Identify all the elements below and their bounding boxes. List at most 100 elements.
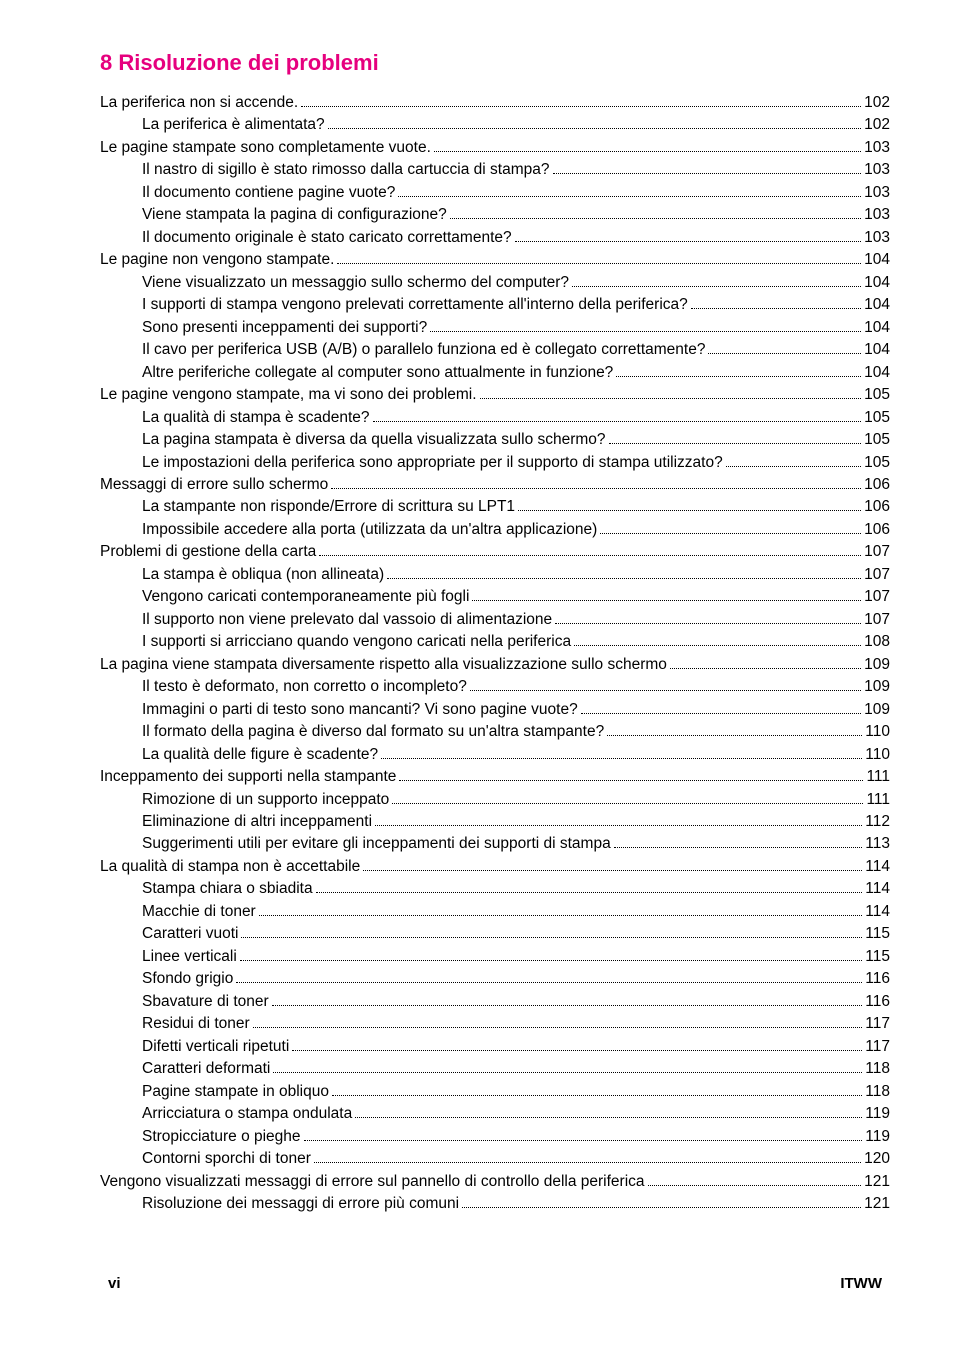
toc-entry[interactable]: Caratteri deformati 118 [142,1058,890,1080]
toc-entry-text: Il testo è deformato, non corretto o inc… [142,676,467,698]
toc-entry[interactable]: Le pagine vengono stampate, ma vi sono d… [100,384,890,406]
toc-entry-page: 107 [864,564,890,586]
toc-entry[interactable]: La periferica è alimentata?102 [142,114,890,136]
toc-entry[interactable]: Impossibile accedere alla porta (utilizz… [142,519,890,541]
toc-entry[interactable]: Sbavature di toner116 [142,991,890,1013]
toc-entry[interactable]: La qualità delle figure è scadente?110 [142,744,890,766]
toc-entry-page: 104 [864,249,890,271]
toc-entry-page: 114 [865,901,890,923]
toc-entry[interactable]: Le pagine stampate sono completamente vu… [100,137,890,159]
toc-entry-text: Eliminazione di altri inceppamenti [142,811,372,833]
toc-entry[interactable]: Problemi di gestione della carta107 [100,541,890,563]
page-footer: vi ITWW [100,1275,890,1292]
toc-entry[interactable]: Immagini o parti di testo sono mancanti?… [142,699,890,721]
toc-entry[interactable]: Linee verticali115 [142,946,890,968]
toc-entry-page: 116 [865,991,890,1013]
toc-entry-text: La stampa è obliqua (non allineata) [142,564,384,586]
toc-entry-text: Le pagine vengono stampate, ma vi sono d… [100,384,477,406]
toc-entry-text: La periferica non si accende. [100,92,298,114]
toc-entry[interactable]: Inceppamento dei supporti nella stampant… [100,766,890,788]
toc-leader-dots [574,645,861,646]
toc-entry-text: Viene visualizzato un messaggio sullo sc… [142,272,569,294]
toc-leader-dots [272,1005,863,1006]
toc-entry[interactable]: Le pagine non vengono stampate.104 [100,249,890,271]
toc-entry-page: 111 [866,789,890,811]
toc-entry-text: Il cavo per periferica USB (A/B) o paral… [142,339,705,361]
toc-entry[interactable]: Viene stampata la pagina di configurazio… [142,204,890,226]
toc-entry[interactable]: Messaggi di errore sullo schermo106 [100,474,890,496]
toc-entry[interactable]: Il cavo per periferica USB (A/B) o paral… [142,339,890,361]
footer-right: ITWW [840,1275,882,1292]
toc-entry-text: Caratteri deformati [142,1058,270,1080]
toc-entry-page: 119 [865,1126,890,1148]
toc-leader-dots [316,892,863,893]
toc-leader-dots [616,376,861,377]
toc-entry[interactable]: Risoluzione dei messaggi di errore più c… [142,1193,890,1215]
toc-entry-page: 103 [864,204,890,226]
toc-leader-dots [301,106,861,107]
toc-entry[interactable]: Il testo è deformato, non corretto o inc… [142,676,890,698]
toc-entry[interactable]: Rimozione di un supporto inceppato111 [142,789,890,811]
toc-entry-text: La pagina stampata è diversa da quella v… [142,429,606,451]
toc-entry[interactable]: La qualità di stampa non è accettabile11… [100,856,890,878]
toc-entry[interactable]: Contorni sporchi di toner120 [142,1148,890,1170]
toc-entry-page: 115 [865,946,890,968]
toc-entry[interactable]: I supporti si arricciano quando vengono … [142,631,890,653]
toc-entry-page: 114 [865,878,890,900]
toc-leader-dots [726,466,861,467]
toc-entry-page: 103 [864,227,890,249]
toc-leader-dots [355,1117,862,1118]
toc-entry[interactable]: Vengono caricati contemporaneamente più … [142,586,890,608]
toc-entry[interactable]: Stropicciature o pieghe119 [142,1126,890,1148]
toc-entry[interactable]: Le impostazioni della periferica sono ap… [142,452,890,474]
toc-entry[interactable]: La stampante non risponde/Errore di scri… [142,496,890,518]
toc-entry-page: 107 [864,541,890,563]
toc-entry-page: 103 [864,159,890,181]
toc-leader-dots [304,1140,863,1141]
toc-entry[interactable]: La stampa è obliqua (non allineata) 107 [142,564,890,586]
toc-entry-page: 104 [864,317,890,339]
toc-entry-text: Impossibile accedere alla porta (utilizz… [142,519,597,541]
toc-entry[interactable]: Eliminazione di altri inceppamenti112 [142,811,890,833]
toc-leader-dots [331,488,861,489]
toc-entry[interactable]: La pagina viene stampata diversamente ri… [100,654,890,676]
toc-entry[interactable]: Pagine stampate in obliquo118 [142,1081,890,1103]
toc-entry[interactable]: Sfondo grigio116 [142,968,890,990]
toc-entry-text: Il formato della pagina è diverso dal fo… [142,721,604,743]
toc-entry[interactable]: Suggerimenti utili per evitare gli incep… [142,833,890,855]
toc-entry[interactable]: Arricciatura o stampa ondulata119 [142,1103,890,1125]
toc-entry[interactable]: Residui di toner117 [142,1013,890,1035]
toc-entry-text: Viene stampata la pagina di configurazio… [142,204,447,226]
toc-entry[interactable]: Il nastro di sigillo è stato rimosso dal… [142,159,890,181]
toc-entry[interactable]: La pagina stampata è diversa da quella v… [142,429,890,451]
toc-entry[interactable]: Altre periferiche collegate al computer … [142,362,890,384]
toc-entry[interactable]: Il formato della pagina è diverso dal fo… [142,721,890,743]
toc-entry-page: 105 [864,407,890,429]
toc-entry[interactable]: La qualità di stampa è scadente?105 [142,407,890,429]
toc-leader-dots [480,398,862,399]
toc-entry[interactable]: Stampa chiara o sbiadita114 [142,878,890,900]
toc-entry-page: 115 [865,923,890,945]
toc-entry[interactable]: Il documento contiene pagine vuote?103 [142,182,890,204]
toc-leader-dots [363,870,862,871]
toc-leader-dots [472,600,861,601]
toc-entry[interactable]: I supporti di stampa vengono prelevati c… [142,294,890,316]
toc-entry[interactable]: Il documento originale è stato caricato … [142,227,890,249]
toc-entry-page: 118 [865,1058,890,1080]
toc-entry[interactable]: Viene visualizzato un messaggio sullo sc… [142,272,890,294]
toc-entry[interactable]: Il supporto non viene prelevato dal vass… [142,609,890,631]
toc-entry[interactable]: Sono presenti inceppamenti dei supporti?… [142,317,890,339]
toc-entry[interactable]: Caratteri vuoti115 [142,923,890,945]
toc-entry-page: 103 [864,182,890,204]
toc-entry-text: I supporti si arricciano quando vengono … [142,631,571,653]
toc-leader-dots [381,758,862,759]
toc-entry[interactable]: Difetti verticali ripetuti117 [142,1036,890,1058]
toc-leader-dots [572,286,861,287]
toc-entry[interactable]: Macchie di toner114 [142,901,890,923]
toc-entry-page: 117 [865,1013,890,1035]
toc-entry[interactable]: Vengono visualizzati messaggi di errore … [100,1171,890,1193]
toc-entry-text: Immagini o parti di testo sono mancanti?… [142,699,578,721]
toc-entry[interactable]: La periferica non si accende.102 [100,92,890,114]
toc-entry-page: 113 [865,833,890,855]
toc-leader-dots [515,241,862,242]
